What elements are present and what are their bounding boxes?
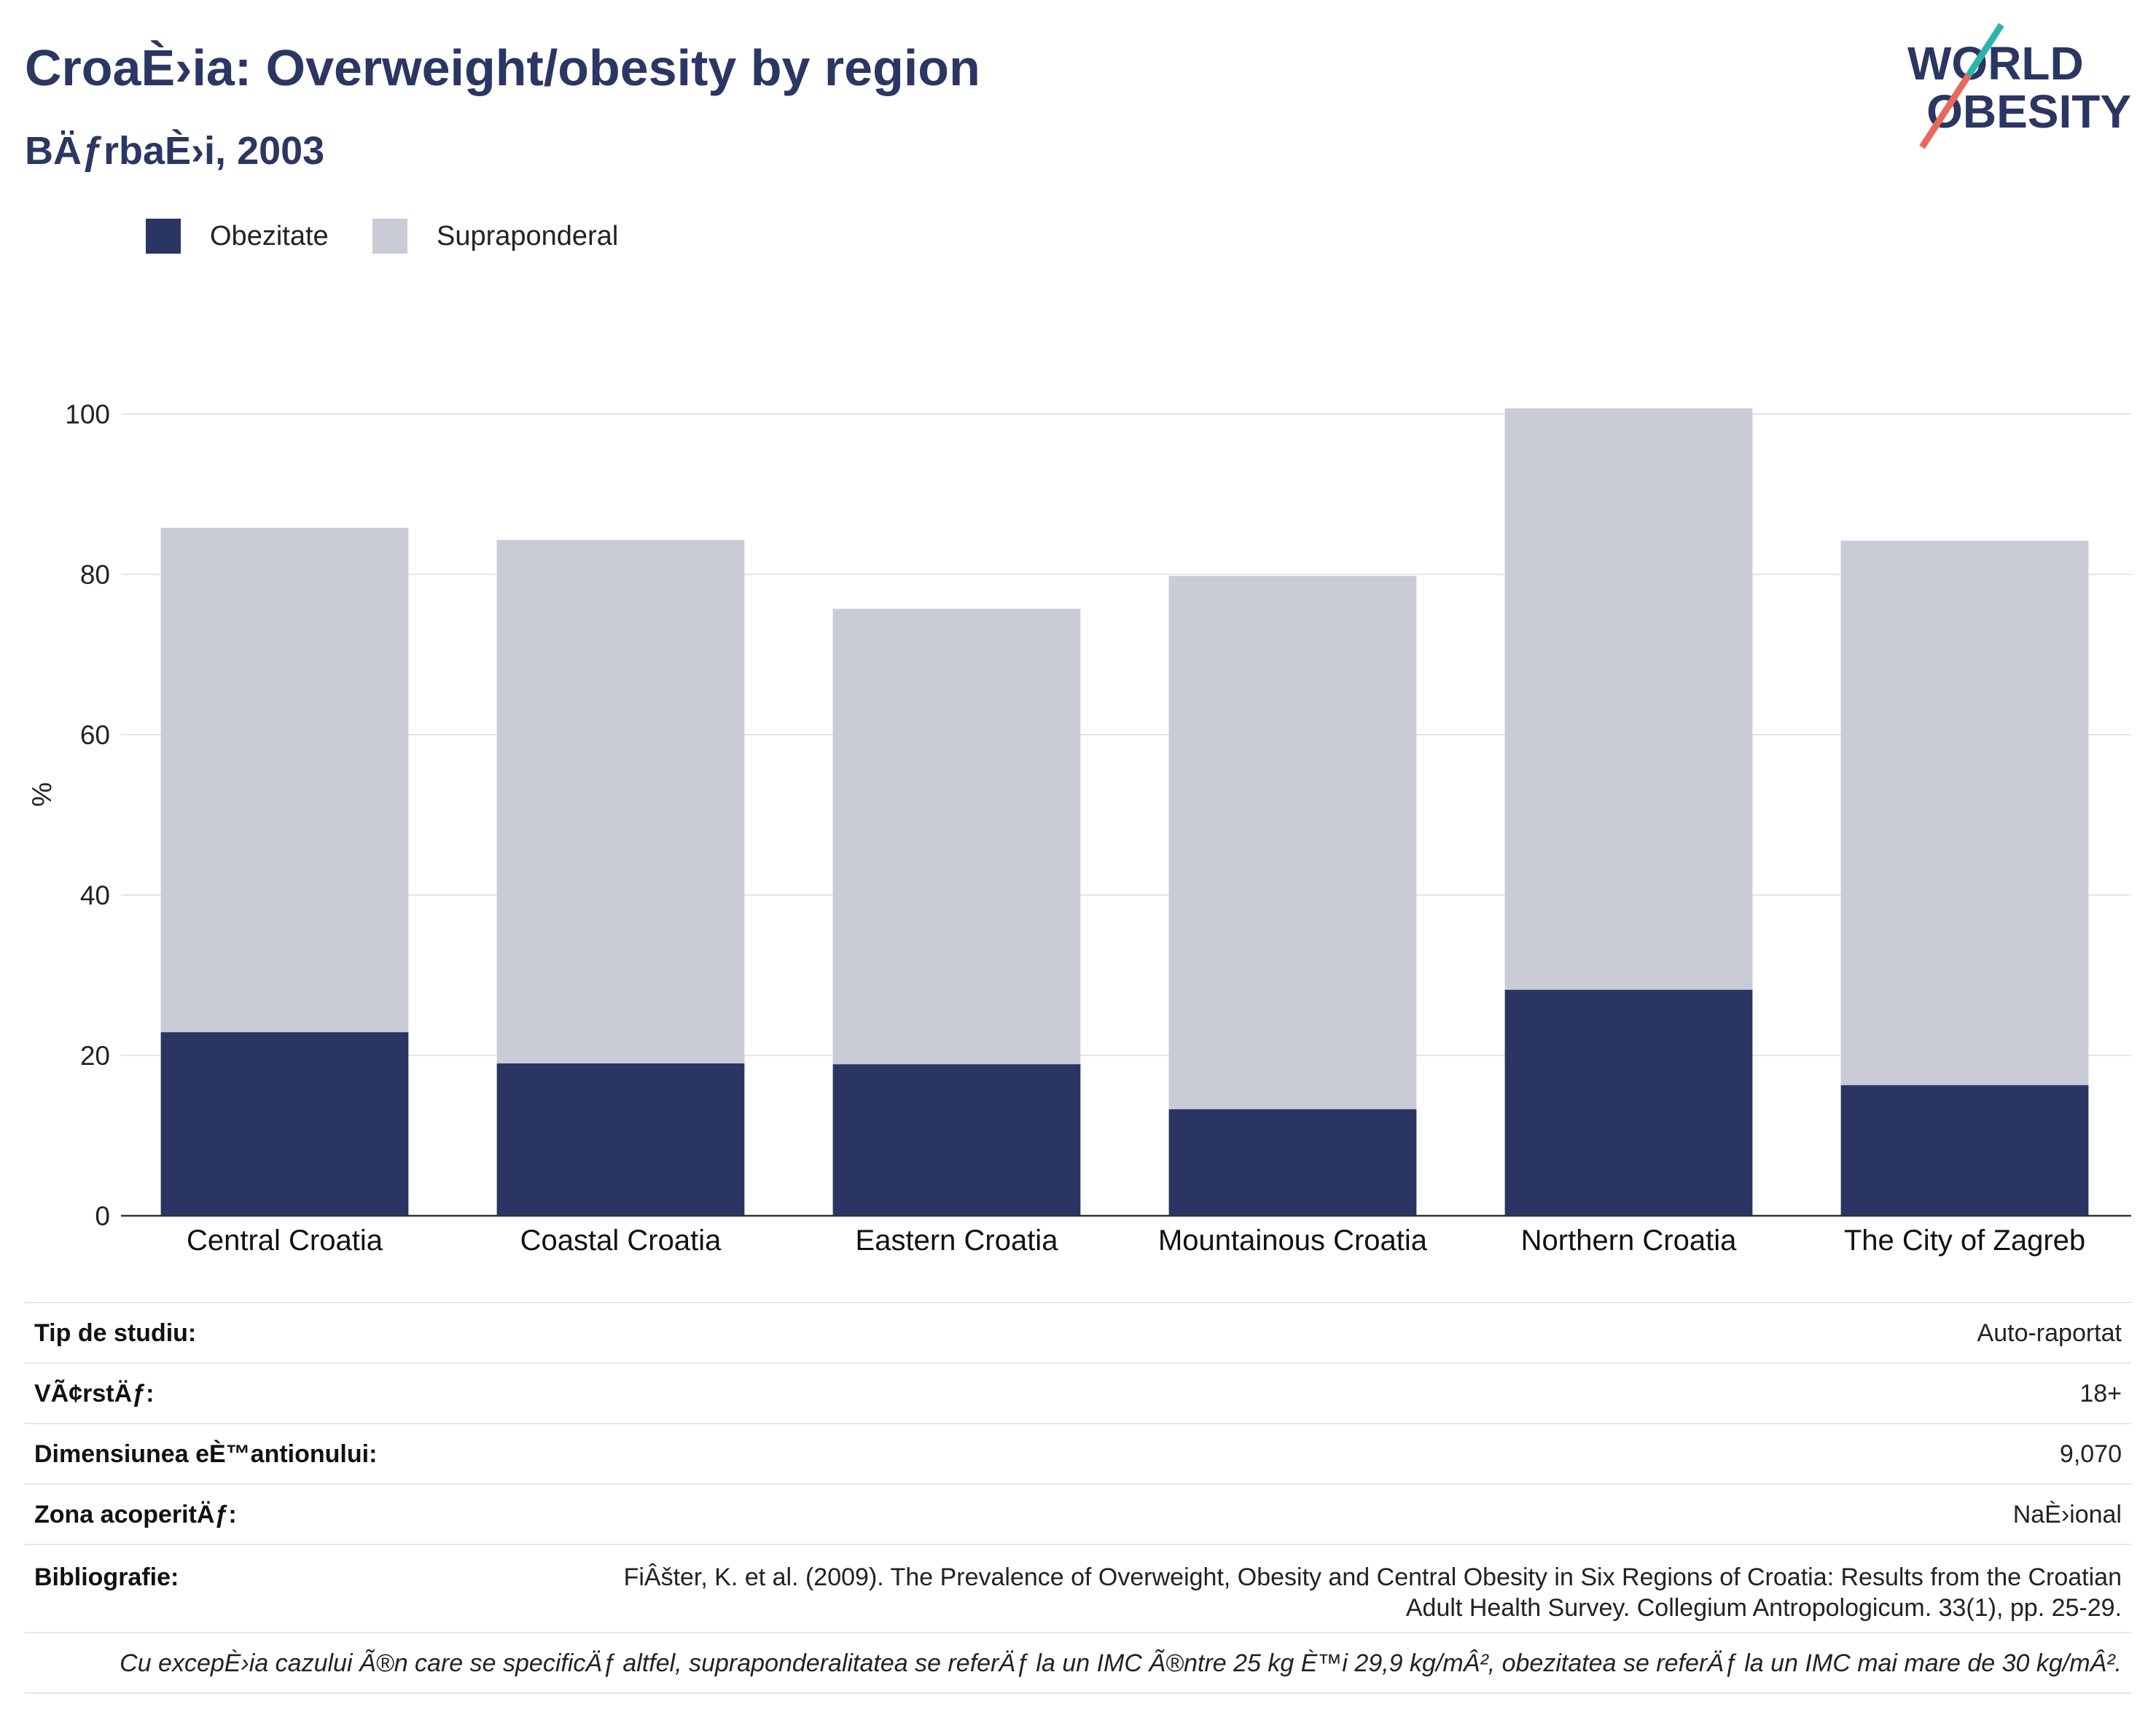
info-label: Tip de studiu: <box>34 1319 197 1347</box>
info-row-bibliography: Bibliografie: FiÂšter, K. et al. (2009).… <box>25 1544 2131 1632</box>
bibliography-text: FiÂšter, K. et al. (2009). The Prevalenc… <box>624 1562 2122 1623</box>
bar-supraponderal-mountainous-croatia <box>1168 576 1417 1109</box>
info-value: Auto-raportat <box>1977 1319 2122 1347</box>
info-value: NaÈ›ional <box>2012 1500 2122 1528</box>
legend-item-supraponderal[interactable]: Supraponderal <box>372 219 618 254</box>
stacked-bar-chart: 0 20 40 60 80 100 Central Croatia Coastal Croa… <box>27 399 2131 1257</box>
gridlines <box>121 413 2131 1056</box>
bar-obezitate-the-city-of-zagreb <box>1840 1085 2089 1216</box>
study-info-table: Tip de studiu: Auto-raportat VÃ¢rstÄƒ: 1… <box>25 1302 2131 1694</box>
legend-label-supraponderal: Supraponderal <box>437 221 619 251</box>
logo-slash-bottom <box>1919 73 1972 149</box>
bars <box>160 408 2089 1216</box>
x-axis-labels: Central Croatia Coastal Croatia Eastern Cr… <box>187 1225 2085 1257</box>
y-tick-label: 0 <box>95 1201 110 1231</box>
info-value: 9,070 <box>2059 1440 2122 1468</box>
info-row-sample-size: Dimensiunea eÈ™antionului: 9,070 <box>25 1423 2131 1483</box>
y-tick-label: 20 <box>80 1041 110 1071</box>
y-tick-label: 40 <box>80 880 110 910</box>
chart-subtitle: BÄƒrbaÈ›i, 2003 <box>25 129 325 173</box>
footnote: Cu excepÈ›ia cazului Ã®n care se specifi… <box>120 1649 2122 1677</box>
bibliography-line: FiÂšter, K. et al. (2009). The Prevalenc… <box>623 1563 2122 1591</box>
legend-label-obezitate: Obezitate <box>210 221 329 251</box>
legend-swatch-obezitate <box>146 219 181 254</box>
bar-obezitate-mountainous-croatia <box>1168 1109 1417 1216</box>
y-tick-label: 60 <box>80 720 110 750</box>
logo-text-obesity: OBESITY <box>1926 85 2131 138</box>
logo-text-world: WORLD <box>1907 37 2084 90</box>
y-axis-title: % <box>27 782 58 807</box>
y-tick-label: 80 <box>80 560 110 590</box>
bar-obezitate-eastern-croatia <box>832 1064 1081 1216</box>
info-label: VÃ¢rstÄƒ: <box>34 1379 155 1407</box>
x-tick-label: Mountainous Croatia <box>1158 1225 1428 1257</box>
x-tick-label: Northern Croatia <box>1521 1225 1737 1257</box>
info-label: Zona acoperitÄƒ: <box>34 1500 237 1528</box>
bar-supraponderal-the-city-of-zagreb <box>1840 540 2089 1085</box>
bar-supraponderal-eastern-croatia <box>832 609 1081 1065</box>
bar-supraponderal-northern-croatia <box>1504 408 1753 990</box>
bar-obezitate-central-croatia <box>160 1032 409 1216</box>
world-obesity-logo: WORLD OBESITY <box>1907 23 2131 149</box>
bar-obezitate-coastal-croatia <box>496 1063 745 1216</box>
x-tick-label: Coastal Croatia <box>520 1225 722 1257</box>
x-tick-label: Eastern Croatia <box>856 1225 1059 1257</box>
y-tick-label: 100 <box>65 399 110 429</box>
x-tick-label: Central Croatia <box>187 1225 383 1257</box>
info-row-area-covered: Zona acoperitÄƒ: NaÈ›ional <box>25 1483 2131 1544</box>
legend-item-obezitate[interactable]: Obezitate <box>146 219 329 254</box>
bibliography-line: Adult Health Survey. Collegium Antropolo… <box>1405 1594 2122 1622</box>
info-row-age: VÃ¢rstÄƒ: 18+ <box>25 1362 2131 1423</box>
x-tick-label: The City of Zagreb <box>1844 1225 2085 1257</box>
y-axis-ticks: 0 20 40 60 80 100 <box>65 399 110 1231</box>
chart-title: CroaÈ›ia: Overweight/obesity by region <box>25 39 980 96</box>
info-value: 18+ <box>2079 1379 2122 1407</box>
logo-slash-top <box>1966 23 2004 77</box>
info-label: Bibliografie: <box>34 1563 179 1591</box>
bar-supraponderal-central-croatia <box>160 528 409 1033</box>
info-row-footnote: Cu excepÈ›ia cazului Ã®n care se specifi… <box>25 1632 2131 1694</box>
bar-supraponderal-coastal-croatia <box>496 539 745 1063</box>
bar-obezitate-northern-croatia <box>1504 989 1753 1216</box>
legend-swatch-supraponderal <box>372 219 407 254</box>
info-label: Dimensiunea eÈ™antionului: <box>34 1440 378 1468</box>
info-row-study-type: Tip de studiu: Auto-raportat <box>25 1302 2131 1362</box>
